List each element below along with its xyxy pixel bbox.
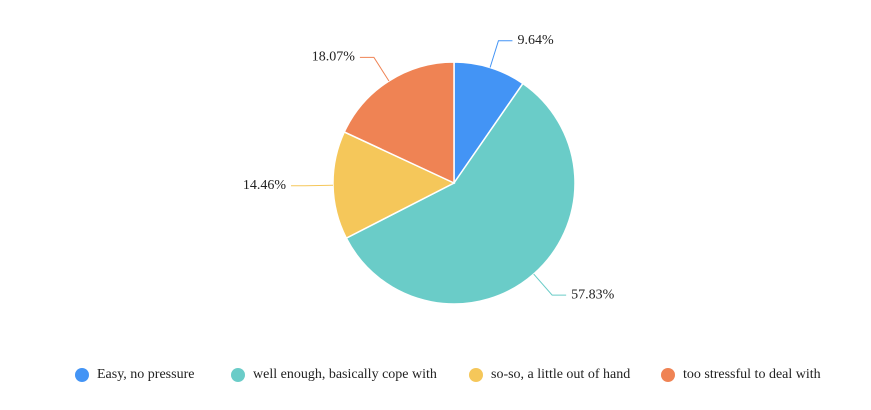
leader-line: [489, 40, 513, 68]
legend-swatch: [661, 368, 675, 382]
legend-item: so-so, a little out of hand: [469, 367, 630, 382]
legend-label: well enough, basically cope with: [253, 367, 437, 382]
leader-line: [291, 184, 334, 187]
legend-label: too stressful to deal with: [683, 367, 821, 382]
legend-item: Easy, no pressure: [75, 367, 194, 382]
data-label: 9.64%: [517, 33, 554, 48]
data-label: 14.46%: [243, 178, 287, 193]
legend-label: Easy, no pressure: [97, 367, 194, 382]
data-label: 57.83%: [571, 287, 615, 302]
legend-swatch: [75, 368, 89, 382]
legend-swatch: [469, 368, 483, 382]
leader-line: [533, 273, 567, 296]
legend-swatch: [231, 368, 245, 382]
data-label: 18.07%: [312, 50, 356, 65]
pie-slice: [343, 61, 455, 185]
legend-item: too stressful to deal with: [661, 367, 821, 382]
legend-item: well enough, basically cope with: [231, 367, 437, 382]
leader-line: [359, 56, 390, 82]
pie-slice: [345, 82, 576, 305]
legend-label: so-so, a little out of hand: [491, 367, 630, 382]
